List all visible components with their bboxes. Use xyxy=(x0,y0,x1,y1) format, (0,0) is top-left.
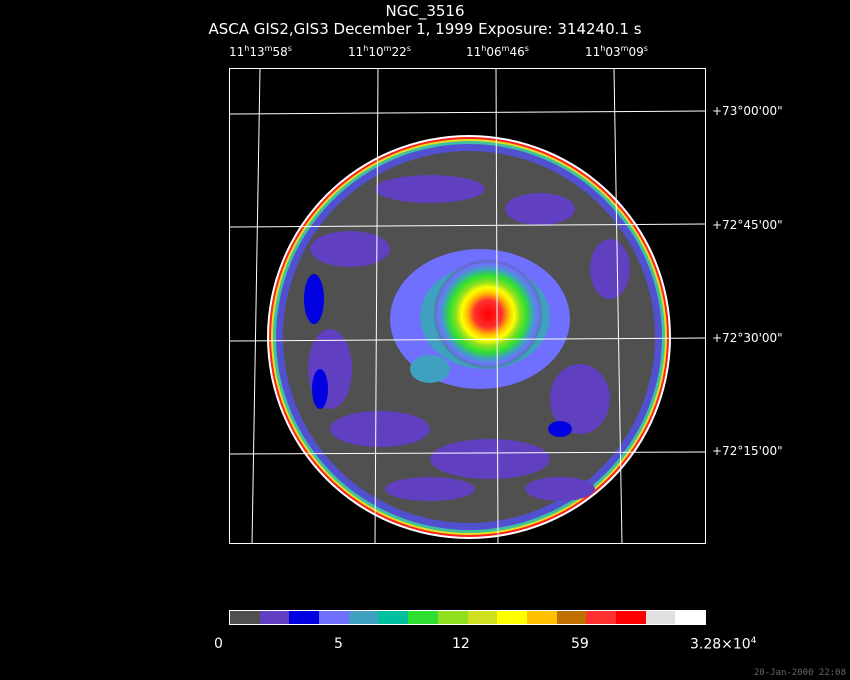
colorbar-label-3: 12 xyxy=(452,636,470,652)
colorbar-swatch xyxy=(319,611,349,624)
colorbar-label-4: 59 xyxy=(571,636,589,652)
colorbar-swatch xyxy=(437,611,468,624)
color-scale-bar xyxy=(229,610,706,625)
edge-patches xyxy=(304,274,572,437)
colorbar-swatch xyxy=(526,611,557,624)
xray-source-core xyxy=(433,259,543,369)
dec-label-2: +72°45'00" xyxy=(712,218,783,232)
ra-label-4: 11h03m09s xyxy=(585,44,648,59)
colorbar-label-min: 0 xyxy=(214,636,223,652)
background-patches xyxy=(308,175,630,501)
xray-image xyxy=(230,69,705,543)
colorbar-label-max: 3.28×104 xyxy=(690,636,757,653)
dec-label-3: +72°30'00" xyxy=(712,331,783,345)
image-title: NGC_3516 xyxy=(385,2,465,20)
image-frame xyxy=(229,68,706,544)
colorbar-swatch xyxy=(289,611,320,624)
ra-label-3: 11h06m46s xyxy=(466,44,529,59)
colorbar-swatch xyxy=(348,611,379,624)
colorbar-swatch xyxy=(556,611,587,624)
colorbar-swatch xyxy=(467,611,498,624)
timestamp: 20-Jan-2000 22:08 xyxy=(753,668,846,678)
ra-label-1: 11h13m58s xyxy=(229,44,292,59)
colorbar-swatch xyxy=(675,611,705,624)
colorbar-swatch xyxy=(408,611,438,624)
dec-label-4: +72°15'00" xyxy=(712,444,783,458)
colorbar-swatch xyxy=(645,611,676,624)
colorbar-swatch xyxy=(615,611,646,624)
coordinate-grid xyxy=(230,69,705,543)
dec-label-1: +73°00'00" xyxy=(712,104,783,118)
colorbar-swatch xyxy=(378,611,409,624)
ra-label-2: 11h10m22s xyxy=(348,44,411,59)
colorbar-swatch xyxy=(497,611,527,624)
colorbar-label-2: 5 xyxy=(334,636,343,652)
colorbar-swatch xyxy=(259,611,290,624)
colorbar-swatch xyxy=(230,611,260,624)
image-subtitle: ASCA GIS2,GIS3 December 1, 1999 Exposure… xyxy=(208,20,642,38)
colorbar-swatch xyxy=(586,611,616,624)
